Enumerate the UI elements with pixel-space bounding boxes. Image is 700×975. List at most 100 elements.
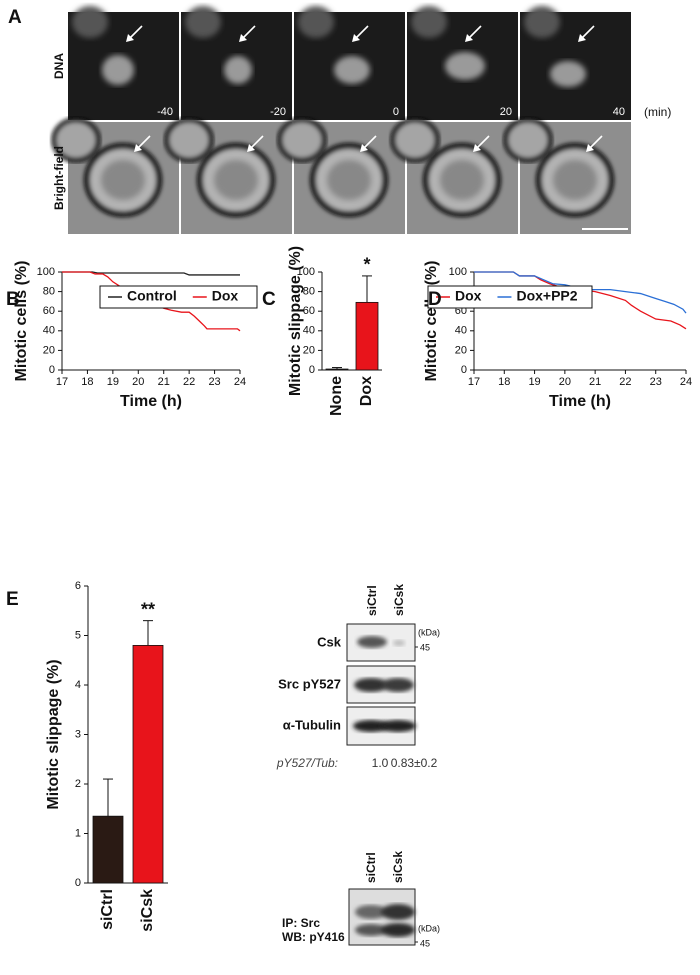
time-unit: (min): [644, 105, 671, 119]
band: [353, 720, 389, 732]
cell: [277, 117, 327, 163]
cell: [214, 160, 258, 200]
bar: [325, 368, 349, 371]
x-tick-label: siCtrl: [99, 889, 116, 930]
y-axis-label: Mitotic cells (%): [423, 261, 440, 382]
y-axis-label: Mitotic slippage (%): [287, 246, 304, 396]
cell: [553, 160, 597, 200]
arrow-head: [586, 144, 594, 152]
arrow-head: [134, 144, 142, 152]
time-label: 20: [500, 106, 512, 118]
nucleus: [524, 6, 560, 38]
y-axis-label: Mitotic slippage (%): [45, 659, 62, 809]
time-label: -20: [270, 106, 286, 118]
legend-box: [99, 285, 258, 309]
y-tick-label: 0: [309, 364, 315, 376]
nucleus: [224, 56, 252, 84]
y-tick-label: 60: [303, 305, 315, 317]
x-tick-label: None: [328, 376, 345, 416]
band: [354, 678, 388, 692]
y-tick-label: 40: [303, 325, 315, 337]
kda-marker: 45: [420, 642, 430, 652]
kda-unit: (kDa): [418, 627, 440, 637]
x-tick-label: 17: [56, 376, 68, 388]
nucleus: [72, 6, 108, 38]
band: [393, 640, 405, 646]
y-tick-label: 40: [43, 325, 55, 337]
band: [380, 720, 416, 732]
quant-label: pY527/Tub:: [276, 756, 338, 770]
panel-label: E: [6, 589, 19, 610]
x-tick-label: 21: [589, 376, 601, 388]
nucleus: [298, 6, 334, 38]
x-tick-label: 22: [183, 376, 195, 388]
nucleus: [185, 6, 221, 38]
band: [381, 904, 415, 920]
cell: [503, 117, 553, 163]
row-label: DNA: [52, 53, 66, 79]
blot-column: siCsk: [392, 584, 406, 616]
blot-row: Csk: [317, 634, 342, 649]
significance: **: [141, 599, 155, 619]
x-tick-label: 24: [680, 376, 692, 388]
time-label: 0: [393, 106, 399, 118]
y-tick-label: 2: [75, 778, 81, 790]
y-tick-label: 5: [75, 629, 81, 641]
y-tick-label: 100: [37, 266, 55, 278]
kda-marker: 45: [420, 938, 430, 948]
panel-label: A: [8, 7, 22, 28]
x-axis-label: Time (h): [120, 393, 182, 410]
cell: [164, 117, 214, 163]
x-axis-label: Time (h): [549, 393, 611, 410]
y-tick-label: 0: [75, 877, 81, 889]
nucleus: [411, 6, 447, 38]
cell: [327, 160, 371, 200]
arrow-head: [473, 144, 481, 152]
legend-label: Dox: [455, 288, 482, 304]
x-tick-label: 23: [208, 376, 220, 388]
y-tick-label: 4: [75, 679, 81, 691]
arrow-head: [578, 34, 586, 42]
y-tick-label: 20: [43, 344, 55, 356]
arrow-head: [360, 144, 368, 152]
row-label: Bright-field: [52, 146, 66, 210]
x-tick-label: 24: [234, 376, 246, 388]
x-tick-label: 19: [107, 376, 119, 388]
blots: siCtrl siCsk Csk Src pY527 α-Tubulin (kDa) 45 p…: [276, 584, 440, 949]
x-tick-label: 21: [158, 376, 170, 388]
blot-row: Src pY527: [278, 676, 341, 691]
y-tick-label: 6: [75, 580, 81, 592]
x-tick-label: 18: [81, 376, 93, 388]
y-tick-label: 0: [461, 364, 467, 376]
x-tick-label: siCsk: [139, 889, 156, 932]
cell: [390, 117, 440, 163]
legend-label: Dox: [212, 288, 239, 304]
y-tick-label: 3: [75, 728, 81, 740]
microscopy: -40 -20 0 20 40 (min) DNA Bright-field: [51, 6, 671, 234]
x-tick-label: 19: [528, 376, 540, 388]
band: [355, 905, 387, 919]
panel-label: B: [6, 289, 20, 310]
x-tick-label: 18: [498, 376, 510, 388]
y-tick-label: 80: [43, 286, 55, 298]
y-axis-label: Mitotic cells (%): [13, 261, 30, 382]
arrow-head: [126, 34, 134, 42]
y-tick-label: 20: [455, 344, 467, 356]
x-tick-label: Dox: [358, 376, 375, 406]
blot-column: siCtrl: [365, 585, 379, 616]
panel-label: C: [262, 289, 276, 310]
y-tick-label: 100: [297, 266, 315, 278]
blot-column: siCsk: [391, 851, 405, 883]
y-tick-label: 100: [449, 266, 467, 278]
x-tick-label: 22: [619, 376, 631, 388]
arrow-head: [352, 34, 360, 42]
blot-column: siCtrl: [364, 852, 378, 883]
y-tick-label: 80: [303, 286, 315, 298]
x-tick-label: 23: [650, 376, 662, 388]
x-tick-label: 17: [468, 376, 480, 388]
bar: [92, 815, 124, 884]
legend-label: Dox+PP2: [516, 288, 577, 304]
y-tick-label: 1: [75, 827, 81, 839]
